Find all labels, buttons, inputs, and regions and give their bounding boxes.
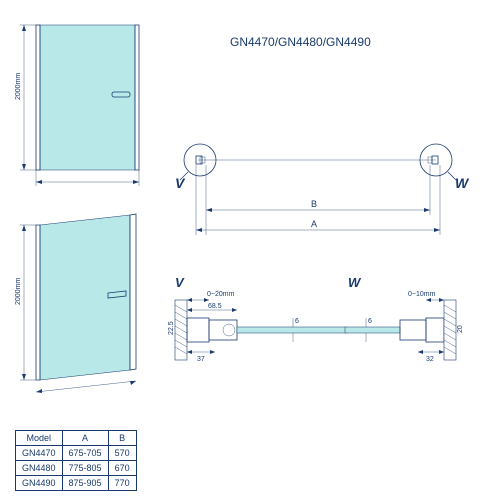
table-row: GN4470 675-705 570 [16,446,137,461]
top-detail-v-label: V [175,175,184,191]
svg-text:32: 32 [426,356,434,363]
svg-text:20: 20 [457,325,464,333]
isometric-view: 2000mm [15,214,136,393]
svg-text:37: 37 [197,356,205,363]
svg-text:22.5: 22.5 [168,321,175,335]
svg-text:2000mm: 2000mm [15,73,22,100]
svg-text:6: 6 [368,318,372,325]
product-title: GN4470/GN4480/GN4490 [230,35,371,49]
dimensions-table: Model A B GN4470 675-705 570 GN4480 775-… [15,430,137,491]
table-row: GN4480 775-805 670 [16,461,137,476]
svg-text:68.5: 68.5 [208,303,222,310]
svg-text:0~10mm: 0~10mm [408,291,436,298]
top-view: B A [180,144,456,235]
svg-text:A: A [311,219,317,229]
svg-text:2000mm: 2000mm [15,278,22,305]
table-row: GN4490 875-905 770 [16,476,137,491]
top-detail-w-label: W [455,175,468,191]
svg-text:6: 6 [295,318,299,325]
detail-v: 0~20mm 68.5 22.5 37 6 [168,291,347,363]
section-w-label: W [348,275,360,290]
svg-text:0~20mm: 0~20mm [207,291,235,298]
front-elevation: 2000mm [15,25,139,186]
detail-w: 0~10mm 32 20 6 [345,291,464,363]
section-v-label: V [175,275,184,290]
technical-drawing: 2000mm 2000mm [0,0,500,500]
th-model: Model [16,431,63,446]
th-b: B [108,431,136,446]
th-a: A [62,431,108,446]
svg-text:B: B [311,199,317,209]
